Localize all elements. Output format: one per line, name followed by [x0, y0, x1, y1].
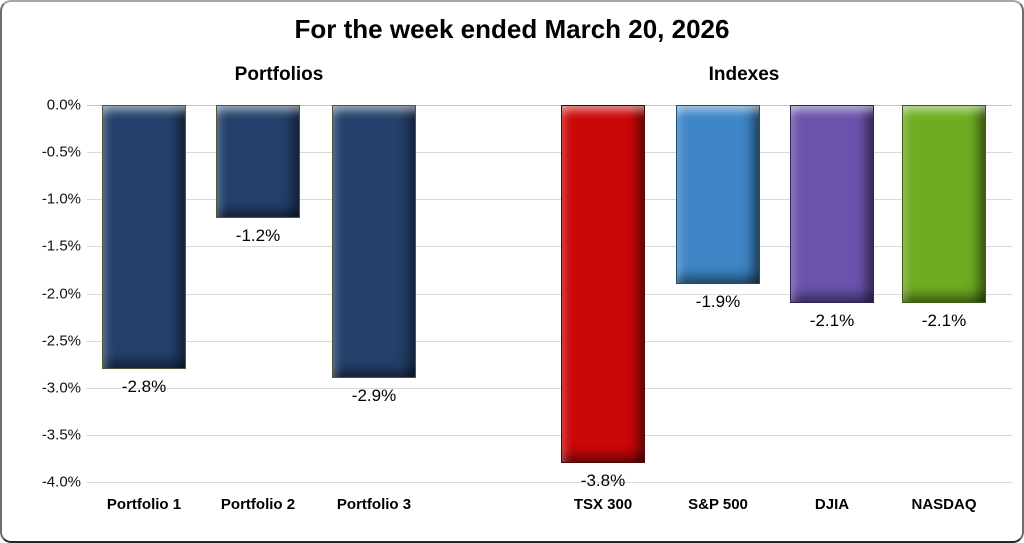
category-label-s-p-500: S&P 500 [688, 496, 748, 513]
gridline [87, 434, 1012, 436]
data-label-tsx-300: -3.8% [580, 471, 626, 491]
y-axis-tick-label: -3.0% [41, 379, 81, 397]
bar-tsx-300 [561, 105, 645, 464]
bar-djia [790, 105, 874, 303]
bar-s-p-500 [676, 105, 760, 285]
group-label-portfolios: Portfolios [234, 64, 324, 85]
bar-nasdaq [902, 105, 986, 303]
category-label-tsx-300: TSX 300 [573, 496, 633, 513]
y-axis-tick-label: -2.5% [41, 332, 81, 350]
data-label-nasdaq: -2.1% [921, 310, 967, 330]
y-axis-tick-label: -0.5% [41, 143, 81, 161]
group-label-indexes: Indexes [708, 64, 780, 85]
gridline [87, 387, 1012, 389]
chart-title: For the week ended March 20, 2026 [294, 14, 730, 44]
gridline [87, 246, 1012, 248]
gridline [87, 199, 1012, 201]
bar-portfolio-2 [216, 105, 300, 219]
gridline [87, 482, 1012, 483]
data-label-portfolio-1: -2.8% [121, 376, 167, 396]
data-label-djia: -2.1% [809, 310, 855, 330]
category-label-djia: DJIA [814, 496, 850, 513]
gridline [87, 340, 1012, 342]
data-label-s-p-500: -1.9% [695, 292, 741, 312]
y-axis-tick-label: 0.0% [46, 96, 81, 114]
category-label-portfolio-2: Portfolio 2 [220, 496, 296, 513]
y-axis-tick-label: -1.5% [41, 237, 81, 255]
gridline [87, 152, 1012, 154]
gridline [87, 293, 1012, 295]
gridline [87, 105, 1012, 106]
bar-portfolio-3 [332, 105, 416, 379]
category-label-portfolio-1: Portfolio 1 [106, 496, 182, 513]
y-axis-tick-label: -1.0% [41, 190, 81, 208]
category-label-nasdaq: NASDAQ [911, 496, 977, 513]
y-axis-tick-label: -3.5% [41, 426, 81, 444]
category-label-portfolio-3: Portfolio 3 [336, 496, 412, 513]
data-label-portfolio-3: -2.9% [351, 386, 397, 406]
y-axis-tick-label: -2.0% [41, 285, 81, 302]
bar-portfolio-1 [102, 105, 186, 369]
y-axis-tick-label: -4.0% [41, 473, 81, 491]
data-label-portfolio-2: -1.2% [235, 226, 281, 246]
